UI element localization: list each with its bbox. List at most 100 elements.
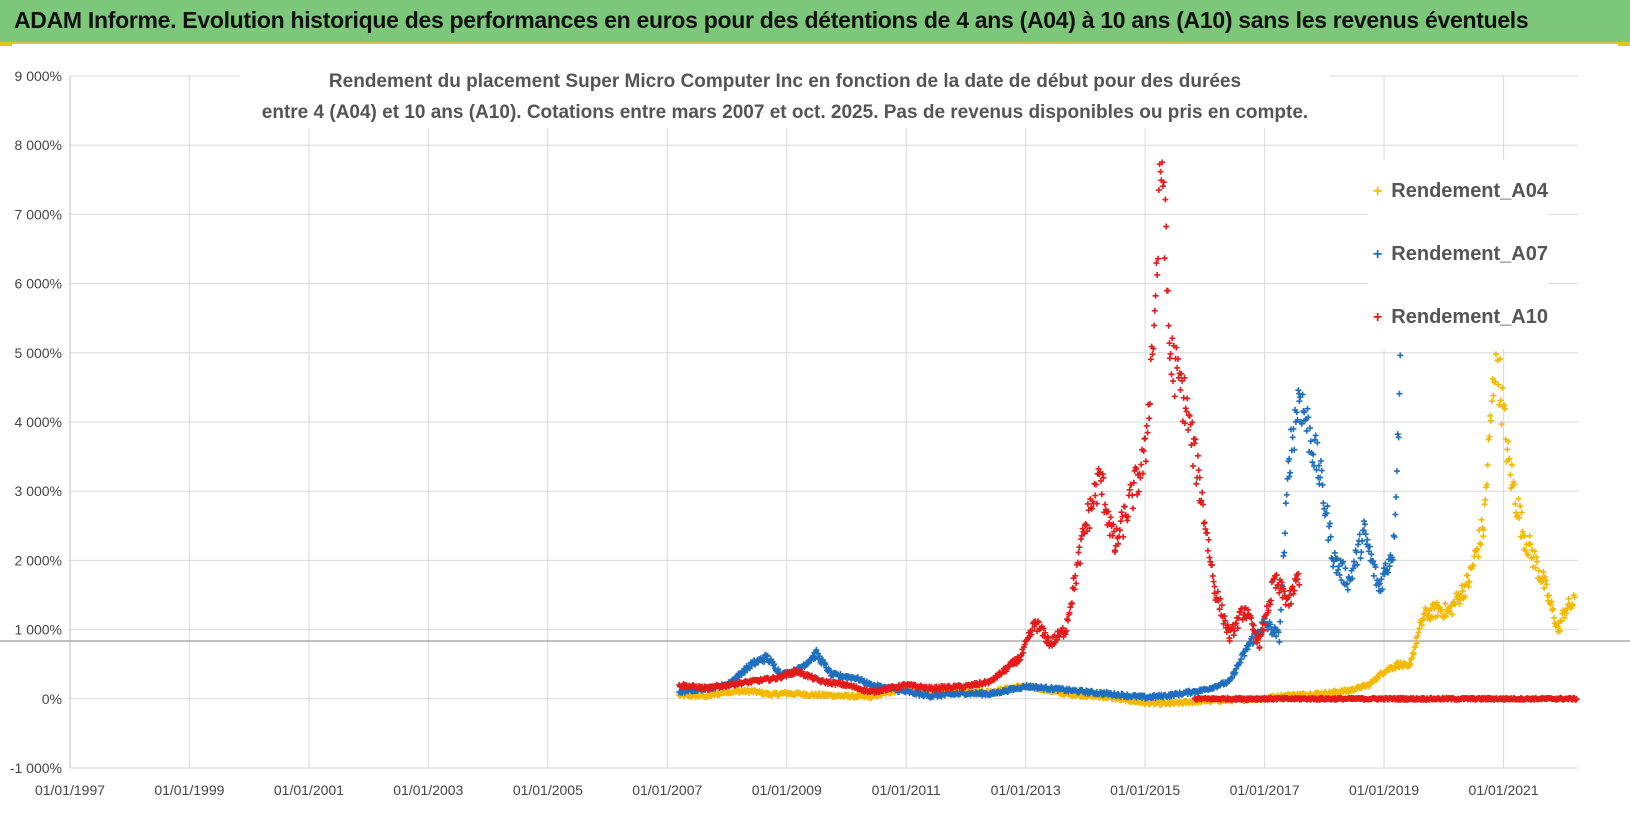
data-point bbox=[1135, 488, 1142, 495]
data-point bbox=[1507, 471, 1514, 478]
data-point bbox=[1344, 580, 1351, 587]
data-point bbox=[1106, 519, 1113, 526]
data-point bbox=[1289, 583, 1296, 590]
data-point bbox=[1269, 630, 1276, 637]
data-point bbox=[1312, 432, 1319, 439]
data-point bbox=[1565, 595, 1572, 602]
data-point bbox=[1206, 554, 1213, 561]
data-point bbox=[1044, 634, 1051, 641]
data-point bbox=[1229, 674, 1236, 681]
data-point bbox=[1325, 537, 1332, 544]
data-point bbox=[1316, 480, 1323, 487]
data-point bbox=[1434, 612, 1441, 619]
data-point bbox=[1112, 547, 1119, 554]
data-point bbox=[1093, 481, 1100, 488]
data-point bbox=[1378, 576, 1385, 583]
data-point bbox=[1445, 607, 1452, 614]
x-tick-label: 01/01/2005 bbox=[513, 782, 583, 798]
data-point bbox=[1021, 641, 1028, 648]
corner-marker-left bbox=[0, 42, 12, 46]
data-point bbox=[1142, 458, 1149, 465]
data-point bbox=[1501, 402, 1508, 409]
data-point bbox=[1142, 435, 1149, 442]
data-point bbox=[1563, 610, 1570, 617]
data-point bbox=[1200, 520, 1207, 527]
data-point bbox=[1291, 446, 1298, 453]
legend-label-a10: Rendement_A10 bbox=[1391, 306, 1548, 328]
data-point bbox=[1484, 462, 1491, 469]
data-point bbox=[1556, 627, 1563, 634]
data-point bbox=[1154, 271, 1161, 278]
data-point bbox=[1541, 585, 1548, 592]
data-point bbox=[1226, 637, 1233, 644]
data-point bbox=[1191, 440, 1198, 447]
data-point bbox=[1480, 526, 1487, 533]
data-point bbox=[1408, 656, 1415, 663]
data-point bbox=[1287, 469, 1294, 476]
data-point bbox=[1195, 467, 1202, 474]
data-point bbox=[1138, 461, 1145, 468]
data-point bbox=[1310, 451, 1317, 458]
data-point bbox=[1244, 646, 1251, 653]
data-point bbox=[1286, 473, 1293, 480]
data-point bbox=[1374, 577, 1381, 584]
data-point bbox=[1364, 536, 1371, 543]
data-point bbox=[1280, 552, 1287, 559]
data-point bbox=[1314, 439, 1321, 446]
data-point bbox=[1040, 625, 1047, 632]
data-point bbox=[1294, 576, 1301, 583]
chart-title-line-2: entre 4 (A04) et 10 ans (A10). Cotations… bbox=[261, 102, 1309, 123]
data-point bbox=[1092, 492, 1099, 499]
data-point bbox=[1474, 546, 1481, 553]
data-point bbox=[1239, 616, 1246, 623]
data-point bbox=[1223, 629, 1230, 636]
data-point bbox=[1505, 456, 1512, 463]
data-point bbox=[1526, 532, 1533, 539]
data-point bbox=[1068, 601, 1075, 608]
data-point bbox=[1252, 630, 1259, 637]
data-point bbox=[1490, 392, 1497, 399]
data-point bbox=[1319, 481, 1326, 488]
data-point bbox=[1534, 558, 1541, 565]
x-axis-ticks: 01/01/1997 01/01/1999 01/01/2001 01/01/2003… bbox=[35, 782, 1539, 798]
data-point bbox=[1159, 183, 1166, 190]
data-point bbox=[1489, 375, 1496, 382]
data-point bbox=[1286, 592, 1293, 599]
data-point bbox=[1282, 530, 1289, 537]
data-point bbox=[1506, 455, 1513, 462]
data-point bbox=[1098, 491, 1105, 498]
x-tick-label: 01/01/2021 bbox=[1469, 782, 1539, 798]
data-point bbox=[1150, 345, 1157, 352]
data-point bbox=[1443, 613, 1450, 620]
data-point bbox=[1125, 513, 1132, 520]
data-point bbox=[1317, 474, 1324, 481]
data-point bbox=[813, 646, 820, 653]
x-tick-label: 01/01/1999 bbox=[154, 782, 224, 798]
data-point bbox=[1309, 459, 1316, 466]
data-point bbox=[1029, 627, 1036, 634]
data-point bbox=[1210, 578, 1217, 585]
data-point bbox=[1013, 660, 1020, 667]
data-point bbox=[1095, 465, 1102, 472]
data-point bbox=[1201, 519, 1208, 526]
data-point bbox=[1273, 633, 1280, 640]
data-point bbox=[1386, 563, 1393, 570]
data-point bbox=[1382, 560, 1389, 567]
data-point bbox=[1486, 433, 1493, 440]
data-point bbox=[1532, 564, 1539, 571]
data-point bbox=[1427, 616, 1434, 623]
data-point bbox=[1278, 579, 1285, 586]
data-point bbox=[1483, 481, 1490, 488]
corner-marker-right bbox=[1618, 42, 1630, 46]
data-point bbox=[1107, 514, 1114, 521]
data-point bbox=[1376, 580, 1383, 587]
data-point bbox=[1205, 536, 1212, 543]
data-point bbox=[1303, 427, 1310, 434]
data-point bbox=[1194, 452, 1201, 459]
data-point bbox=[1470, 562, 1477, 569]
data-point bbox=[1275, 629, 1282, 636]
data-point bbox=[1331, 549, 1338, 556]
data-point bbox=[1366, 543, 1373, 550]
data-point bbox=[1487, 412, 1494, 419]
data-point bbox=[1157, 168, 1164, 175]
